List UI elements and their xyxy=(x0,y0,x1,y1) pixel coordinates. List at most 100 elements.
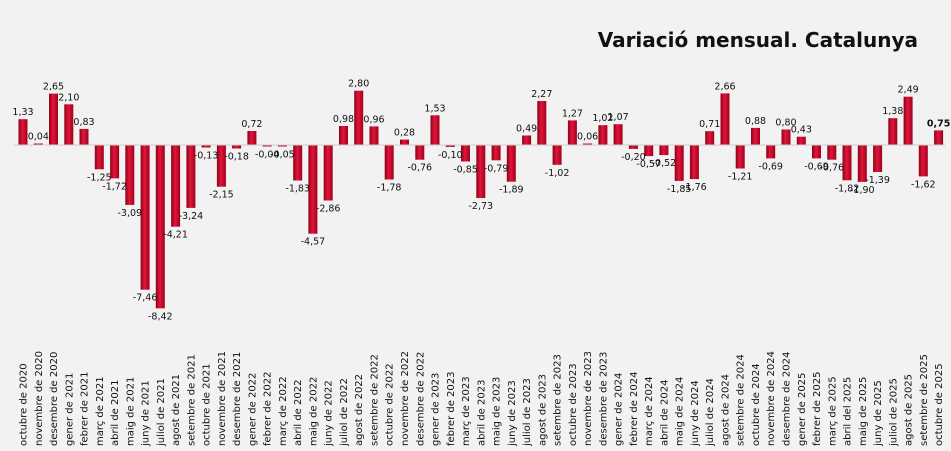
bar-45 xyxy=(705,131,715,145)
x-tick-label-41: març de 2024 xyxy=(644,376,655,446)
bar-16 xyxy=(262,145,272,147)
data-label-17: -0,05 xyxy=(270,150,295,161)
bar-54 xyxy=(842,145,852,181)
bar-33 xyxy=(522,135,532,145)
data-label-9: -8,42 xyxy=(148,311,173,322)
x-tick-label-13: novembre de 2021 xyxy=(217,351,228,446)
x-tick-label-46: agost de 2024 xyxy=(721,374,732,446)
x-tick-label-53: març de 2025 xyxy=(827,376,838,446)
data-label-2: 2,65 xyxy=(43,82,64,93)
data-label-31: -0,79 xyxy=(484,163,509,174)
data-label-13: -2,15 xyxy=(209,190,234,201)
data-label-40: -0,20 xyxy=(621,152,646,163)
x-tick-label-29: març de 2023 xyxy=(461,376,472,446)
bar-9 xyxy=(155,145,165,309)
bar-20 xyxy=(323,145,333,201)
bar-55 xyxy=(857,145,867,182)
x-tick-label-5: març de 2021 xyxy=(95,376,106,446)
x-tick-label-47: setembre de 2024 xyxy=(736,354,747,446)
x-tick-label-20: juny de 2022 xyxy=(324,380,335,447)
x-tick-label-21: juliol de 2022 xyxy=(339,378,350,447)
data-label-38: 1,02 xyxy=(592,113,613,124)
data-label-43: -1,85 xyxy=(667,184,692,195)
data-label-6: -1,72 xyxy=(102,181,127,192)
data-label-37: 0,06 xyxy=(577,132,598,143)
bar-47 xyxy=(735,145,745,169)
x-tick-label-55: maig de 2025 xyxy=(858,377,869,446)
x-tick-label-8: juny de 2021 xyxy=(141,380,152,447)
data-label-34: 2,27 xyxy=(531,89,552,100)
bar-43 xyxy=(674,145,684,181)
bar-31 xyxy=(491,145,501,161)
x-tick-label-58: agost de 2025 xyxy=(904,374,915,446)
bar-series xyxy=(18,90,944,309)
data-label-1: 0,04 xyxy=(28,132,49,143)
data-label-0: 1,33 xyxy=(12,107,33,118)
data-label-10: -4,21 xyxy=(163,230,188,241)
data-label-8: -7,46 xyxy=(133,293,158,304)
bar-27 xyxy=(430,115,440,145)
data-label-55: -1,90 xyxy=(850,185,875,196)
bar-1 xyxy=(33,143,43,145)
bar-18 xyxy=(293,145,303,181)
bar-32 xyxy=(506,145,516,182)
data-label-54: -1,82 xyxy=(835,183,860,194)
data-label-60: 0,75 xyxy=(927,118,950,129)
x-tick-label-51: gener de 2025 xyxy=(797,373,808,446)
x-tick-label-22: agost de 2022 xyxy=(354,374,365,446)
x-tick-label-28: febrer de 2023 xyxy=(446,372,457,446)
data-label-53: -0,76 xyxy=(820,163,845,174)
x-tick-label-42: abril de 2024 xyxy=(659,380,670,446)
x-tick-label-33: juliol de 2023 xyxy=(522,378,533,447)
bar-3 xyxy=(64,104,74,145)
x-tick-label-56: juny de 2025 xyxy=(873,380,884,447)
x-tick-label-10: agost de 2021 xyxy=(171,374,182,446)
data-label-57: 1,38 xyxy=(882,106,903,117)
data-label-47: -1,21 xyxy=(728,172,753,183)
data-label-19: -4,57 xyxy=(301,237,326,248)
x-tick-label-57: juliol de 2025 xyxy=(888,378,899,447)
x-tick-label-38: desembre de 2023 xyxy=(598,352,609,446)
x-tick-label-2: desembre de 2020 xyxy=(49,352,60,446)
x-tick-label-31: maig de 2023 xyxy=(492,377,503,446)
data-label-32: -1,89 xyxy=(499,185,524,196)
x-tick-label-59: setembre de 2025 xyxy=(919,354,930,446)
x-tick-label-1: novembre de 2020 xyxy=(34,351,45,446)
bar-8 xyxy=(140,145,150,290)
bar-57 xyxy=(888,118,898,145)
x-tick-label-3: gener de 2021 xyxy=(64,373,75,446)
data-label-18: -1,83 xyxy=(285,184,310,195)
bar-58 xyxy=(903,96,913,145)
x-tick-label-54: abril del 2025 xyxy=(843,377,854,446)
bar-17 xyxy=(277,145,287,147)
bar-10 xyxy=(171,145,181,227)
data-label-58: 2,49 xyxy=(898,85,919,96)
bar-6 xyxy=(110,145,120,179)
data-label-39: 1,07 xyxy=(608,112,629,123)
x-tick-label-39: gener de 2024 xyxy=(614,373,625,446)
bar-21 xyxy=(339,126,348,145)
bar-40 xyxy=(628,145,638,149)
data-label-21: 0,98 xyxy=(333,114,354,125)
data-label-42: -0,52 xyxy=(652,158,677,169)
x-tick-label-49: novembre de 2024 xyxy=(766,351,777,446)
bar-2 xyxy=(49,93,58,145)
data-label-35: -1,02 xyxy=(545,168,570,179)
x-tick-label-35: setembre de 2023 xyxy=(553,354,564,446)
x-tick-label-18: abril de 2022 xyxy=(293,380,304,446)
bar-37 xyxy=(583,143,593,145)
x-tick-label-14: desembre de 2021 xyxy=(232,352,243,446)
bar-44 xyxy=(689,145,699,180)
x-tick-label-40: febrer de 2024 xyxy=(629,372,640,446)
bar-30 xyxy=(476,145,486,198)
x-tick-label-45: juliol de 2024 xyxy=(705,378,716,447)
bar-35 xyxy=(552,145,562,165)
x-tick-label-19: maig de 2022 xyxy=(308,377,319,446)
x-tick-label-12: octubre de 2021 xyxy=(202,363,213,446)
x-tick-label-52: febrer de 2025 xyxy=(812,372,823,446)
data-label-15: 0,72 xyxy=(241,119,262,130)
data-label-24: -1,78 xyxy=(377,183,402,194)
data-label-22: 2,80 xyxy=(348,79,369,90)
data-label-52: -0,69 xyxy=(804,161,829,172)
data-label-3: 2,10 xyxy=(58,92,79,103)
